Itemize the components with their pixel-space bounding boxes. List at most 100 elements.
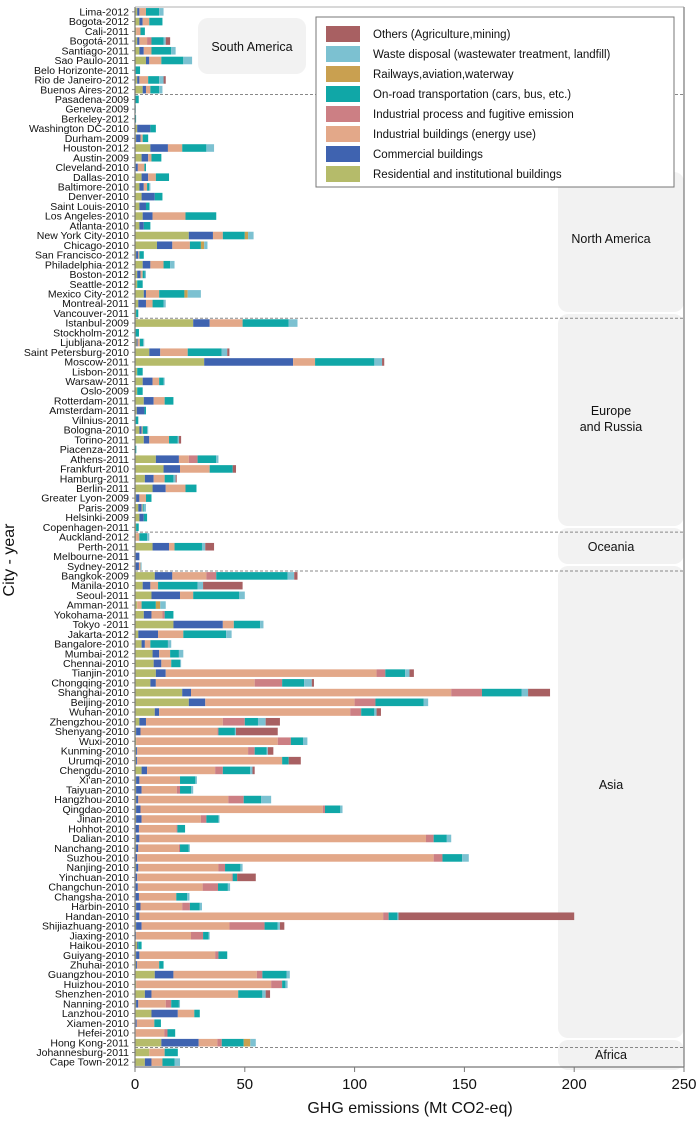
bar-segment bbox=[350, 708, 362, 716]
bar-segment bbox=[137, 124, 151, 133]
bar-segment bbox=[175, 474, 177, 483]
bar-segment bbox=[180, 659, 182, 668]
bar-segment bbox=[250, 766, 253, 775]
bar-segment bbox=[374, 708, 377, 716]
bar-segment bbox=[187, 348, 222, 357]
bar-stack bbox=[135, 912, 575, 921]
bar-segment bbox=[262, 970, 287, 979]
bar-segment bbox=[193, 591, 240, 600]
bar-segment bbox=[159, 961, 164, 969]
bar-segment bbox=[145, 202, 150, 211]
bar-segment bbox=[256, 970, 263, 979]
bar-segment bbox=[136, 309, 139, 318]
bar-segment bbox=[139, 251, 144, 259]
category-label: Beijing-2010 bbox=[71, 697, 130, 709]
bar-segment bbox=[144, 270, 146, 279]
bar-segment bbox=[148, 173, 156, 181]
bar-segment bbox=[135, 970, 155, 979]
bar-segment bbox=[147, 183, 150, 191]
bar-stack bbox=[135, 358, 385, 366]
bar-segment bbox=[164, 611, 174, 619]
category-label: Seattle-2012 bbox=[69, 279, 129, 291]
bar-stack bbox=[135, 708, 381, 716]
bar-stack bbox=[135, 202, 150, 211]
category-label: Zhengzhou-2010 bbox=[50, 716, 130, 728]
bar-stack bbox=[135, 1058, 181, 1066]
category-label: Santiago-2011 bbox=[61, 45, 129, 57]
bar-stack bbox=[135, 192, 163, 201]
category-label: Shenzhen-2010 bbox=[55, 989, 129, 1001]
bar-segment bbox=[135, 766, 142, 775]
category-label: Xiamen-2010 bbox=[67, 1018, 130, 1030]
bar-segment bbox=[135, 115, 137, 123]
bar-segment bbox=[203, 581, 243, 590]
category-label: Amman-2011 bbox=[67, 600, 129, 612]
bar-segment bbox=[171, 659, 181, 668]
bar-segment bbox=[340, 805, 343, 814]
category-label: Athens-2011 bbox=[70, 454, 129, 466]
bar-stack bbox=[135, 961, 164, 969]
bar-segment bbox=[147, 533, 150, 541]
bar-segment bbox=[135, 435, 144, 444]
bar-segment bbox=[139, 17, 143, 26]
bar-stack bbox=[135, 815, 220, 823]
bar-segment bbox=[183, 630, 227, 639]
category-label: Jiaxing-2010 bbox=[69, 930, 129, 942]
bar-segment bbox=[135, 377, 143, 386]
bar-segment bbox=[383, 912, 389, 921]
legend-swatch bbox=[326, 26, 360, 42]
bar-stack bbox=[135, 854, 469, 862]
bar-segment bbox=[136, 533, 140, 541]
category-label: Dallas-2010 bbox=[73, 172, 129, 184]
bar-segment bbox=[135, 338, 137, 347]
category-label: Bangkok-2009 bbox=[61, 570, 129, 582]
bar-segment bbox=[150, 679, 156, 687]
bar-segment bbox=[156, 241, 173, 250]
bar-segment bbox=[140, 902, 183, 911]
category-label: Greater Lyon-2009 bbox=[41, 493, 129, 505]
bar-segment bbox=[315, 358, 375, 366]
bar-segment bbox=[135, 212, 143, 220]
bar-stack bbox=[135, 698, 429, 707]
category-label: Shanghai-2010 bbox=[58, 687, 129, 699]
bar-stack bbox=[135, 504, 146, 512]
bar-segment bbox=[135, 348, 150, 357]
bar-segment bbox=[137, 873, 232, 882]
bar-segment bbox=[135, 46, 140, 55]
bar-segment bbox=[221, 1038, 244, 1047]
bar-segment bbox=[176, 893, 188, 901]
bar-stack bbox=[135, 776, 197, 784]
category-label: Chengdu-2010 bbox=[60, 765, 130, 777]
bar-segment bbox=[142, 85, 146, 94]
bar-segment bbox=[143, 513, 148, 522]
bar-segment bbox=[139, 338, 144, 347]
category-label: Bangalore-2010 bbox=[54, 639, 129, 651]
bar-segment bbox=[285, 980, 288, 989]
bar-segment bbox=[163, 465, 181, 473]
bar-segment bbox=[222, 766, 251, 775]
bar-stack bbox=[135, 455, 219, 463]
bar-segment bbox=[267, 747, 274, 755]
bar-segment bbox=[135, 416, 139, 425]
bar-segment bbox=[135, 183, 140, 191]
bar-segment bbox=[135, 358, 205, 366]
bar-segment bbox=[142, 260, 151, 269]
bar-segment bbox=[143, 46, 152, 55]
bar-stack bbox=[135, 1038, 256, 1047]
bar-segment bbox=[172, 572, 207, 580]
region-separators bbox=[135, 94, 684, 1049]
bar-stack bbox=[135, 348, 230, 357]
bar-segment bbox=[218, 951, 228, 959]
category-label: Saint Louis-2010 bbox=[50, 201, 129, 213]
bar-segment bbox=[221, 348, 228, 357]
category-label: Boston-2012 bbox=[69, 269, 129, 281]
bar-segment bbox=[165, 37, 171, 45]
bar-segment bbox=[137, 387, 143, 395]
bar-segment bbox=[139, 912, 384, 921]
bar-segment bbox=[138, 863, 219, 872]
bar-segment bbox=[136, 815, 142, 823]
category-label: Kunming-2010 bbox=[61, 746, 129, 758]
legend-item: Waste disposal (wastewater treatment, la… bbox=[326, 46, 611, 62]
region-label: Oceania bbox=[588, 540, 635, 554]
category-label: Zhuhai-2010 bbox=[70, 959, 129, 971]
